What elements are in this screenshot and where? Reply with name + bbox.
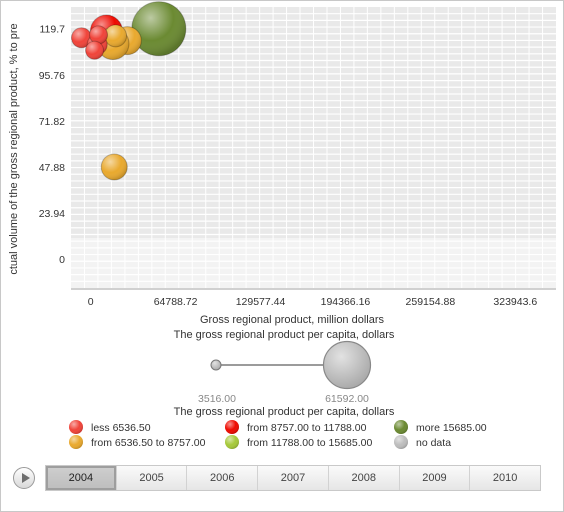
x-tick-label: 259154.88 (406, 296, 456, 308)
y-tick-label: 0 (59, 254, 65, 266)
year-tab-2005[interactable]: 2005 (115, 466, 187, 490)
x-tick-label: 323943.6 (493, 296, 537, 308)
timeline: 2004 2005 2006 2007 2008 2009 2010 (13, 465, 543, 493)
color-legend-title: The gross regional product per capita, d… (174, 406, 395, 418)
legend-label: more 15685.00 (416, 422, 487, 434)
legend-label: from 11788.00 to 15685.00 (247, 437, 372, 449)
legend-swatch-highlight (69, 435, 83, 449)
size-legend-min-bubble (210, 359, 222, 371)
legend-swatch-highlight (69, 420, 83, 434)
year-tab-2007[interactable]: 2007 (257, 466, 328, 490)
x-axis-ticks: 0 64788.72 129577.44 194366.16 259154.88 3239… (88, 296, 538, 308)
x-tick-label: 0 (88, 296, 94, 308)
year-tab-2004[interactable]: 2004 (46, 466, 116, 490)
x-tick-label: 129577.44 (236, 296, 286, 308)
legend-label: less 6536.50 (91, 422, 151, 434)
legend-label: no data (416, 437, 451, 449)
y-tick-label: 71.82 (39, 116, 65, 128)
size-legend-max-label: 61592.00 (325, 393, 369, 405)
y-tick-label: 95.76 (39, 70, 65, 82)
legend-swatch-highlight (394, 420, 408, 434)
year-tab-2008[interactable]: 2008 (327, 466, 399, 490)
x-tick-label: 194366.16 (321, 296, 371, 308)
y-axis-title: ctual volume of the gross regional produ… (8, 23, 20, 274)
play-icon (22, 473, 30, 483)
x-axis-title: Gross regional product, million dollars (200, 314, 385, 326)
size-legend-title: The gross regional product per capita, d… (174, 329, 395, 341)
bubble[interactable] (85, 40, 105, 60)
year-tab-2010[interactable]: 2010 (469, 466, 540, 490)
size-legend-max-bubble (322, 340, 372, 390)
y-tick-label: 47.88 (39, 162, 65, 174)
play-button[interactable] (13, 467, 35, 489)
bubble[interactable] (100, 153, 128, 181)
y-tick-label: 23.94 (39, 208, 65, 220)
legend-label: from 6536.50 to 8757.00 (91, 437, 206, 449)
y-tick-label: 119.7 (40, 24, 66, 36)
legend-swatch-highlight (225, 435, 239, 449)
color-legend: less 6536.50 from 8757.00 to 11788.00 more… (69, 420, 487, 449)
y-axis-ticks: 0 23.94 47.88 71.82 95.76 119.7 (39, 24, 65, 266)
year-tab-2006[interactable]: 2006 (186, 466, 257, 490)
year-tabs: 2004 2005 2006 2007 2008 2009 2010 (45, 465, 541, 491)
bubble-chart: 0 23.94 47.88 71.82 95.76 119.7 0 64788.72 1295… (8, 1, 556, 449)
year-tab-2009[interactable]: 2009 (398, 466, 470, 490)
size-legend-min-label: 3516.00 (198, 393, 236, 405)
legend-swatch-highlight (394, 435, 408, 449)
x-tick-label: 64788.72 (154, 296, 198, 308)
size-legend: The gross regional product per capita, d… (174, 329, 395, 405)
legend-label: from 8757.00 to 11788.00 (247, 422, 367, 434)
legend-swatch-highlight (225, 420, 239, 434)
